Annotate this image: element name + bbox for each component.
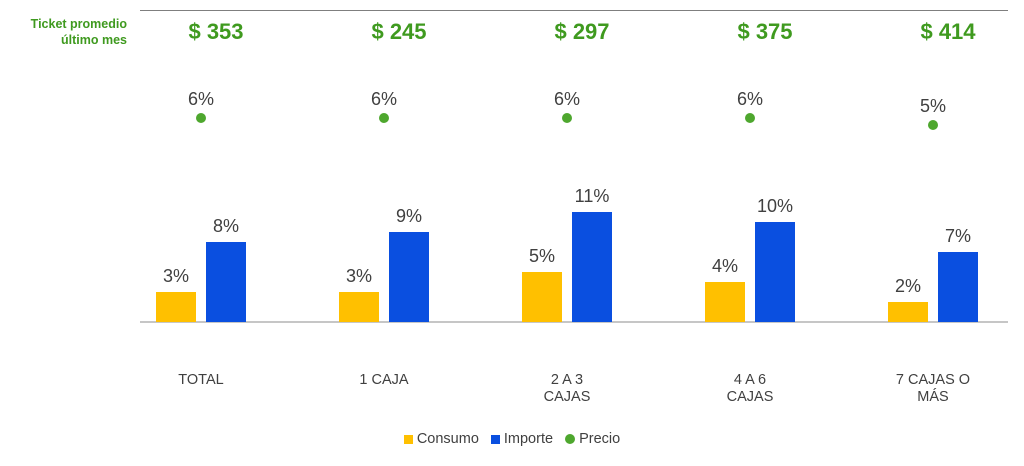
legend-label: Precio <box>579 431 621 447</box>
importe-data-label: 10% <box>757 196 793 216</box>
category-label-line: CAJAS <box>726 389 774 405</box>
top-rule <box>140 10 1008 11</box>
legend: Consumo Importe Precio <box>0 430 1024 448</box>
consumo-bar <box>156 292 196 322</box>
legend-item-importe: Importe <box>490 430 554 448</box>
ticket-value: $ 245 <box>371 19 427 44</box>
category-label: TOTAL <box>136 372 266 389</box>
category-label: 4 A 6 CAJAS <box>685 372 815 406</box>
category-label-line: TOTAL <box>178 372 224 388</box>
category-label-line: 4 A 6 <box>733 372 767 388</box>
importe-bar <box>755 222 795 322</box>
precio-dot <box>562 113 572 123</box>
precio-data-label: 6% <box>188 89 214 109</box>
consumo-bar <box>522 272 562 322</box>
category-label: 2 A 3 CAJAS <box>502 372 632 406</box>
precio-data-label: 6% <box>554 89 580 109</box>
category-label-line: CAJAS <box>543 389 591 405</box>
category-label-line: 1 CAJA <box>359 372 409 388</box>
importe-bar <box>938 252 978 322</box>
consumo-data-label: 3% <box>163 266 189 286</box>
consumo-bar <box>339 292 379 322</box>
ticket-value: $ 414 <box>920 19 976 44</box>
ticket-value: $ 297 <box>554 19 610 44</box>
consumo-bar <box>705 282 745 322</box>
category-label: 7 CAJAS O MÁS <box>868 372 998 406</box>
consumo-data-label: 4% <box>712 256 738 276</box>
category-label-line: 7 CAJAS O <box>895 372 971 388</box>
importe-data-label: 7% <box>945 226 971 246</box>
importe-bar <box>389 232 429 322</box>
ticket-label-line2: último mes <box>61 33 127 47</box>
ticket-value: $ 353 <box>188 19 244 44</box>
importe-data-label: 9% <box>396 206 422 226</box>
importe-bar <box>572 212 612 322</box>
ticket-label: Ticket promedio último mes <box>0 16 127 48</box>
consumo-data-label: 2% <box>895 276 921 296</box>
precio-data-label: 6% <box>371 89 397 109</box>
category-label-line: MÁS <box>917 389 949 405</box>
precio-dot <box>379 113 389 123</box>
importe-data-label: 8% <box>213 216 239 236</box>
importe-bar <box>206 242 246 322</box>
legend-label: Importe <box>503 431 554 447</box>
category-label: 1 CAJA <box>319 372 449 389</box>
legend-item-consumo: Consumo <box>403 430 479 448</box>
category-label-line: 2 A 3 <box>550 372 584 388</box>
ticket-label-line1: Ticket promedio <box>30 17 127 31</box>
consumo-bar <box>888 302 928 322</box>
legend-swatch <box>565 434 576 444</box>
legend-item-precio: Precio <box>565 430 620 448</box>
precio-dot <box>928 120 938 130</box>
legend-swatch <box>403 434 413 444</box>
precio-data-label: 5% <box>920 96 946 116</box>
ticket-value: $ 375 <box>737 19 793 44</box>
importe-data-label: 11% <box>575 186 610 206</box>
precio-dot <box>745 113 755 123</box>
precio-dot <box>196 113 206 123</box>
legend-swatch <box>490 434 500 444</box>
legend-label: Consumo <box>416 431 479 447</box>
consumo-data-label: 3% <box>346 266 372 286</box>
precio-data-label: 6% <box>737 89 763 109</box>
consumo-data-label: 5% <box>529 246 555 266</box>
